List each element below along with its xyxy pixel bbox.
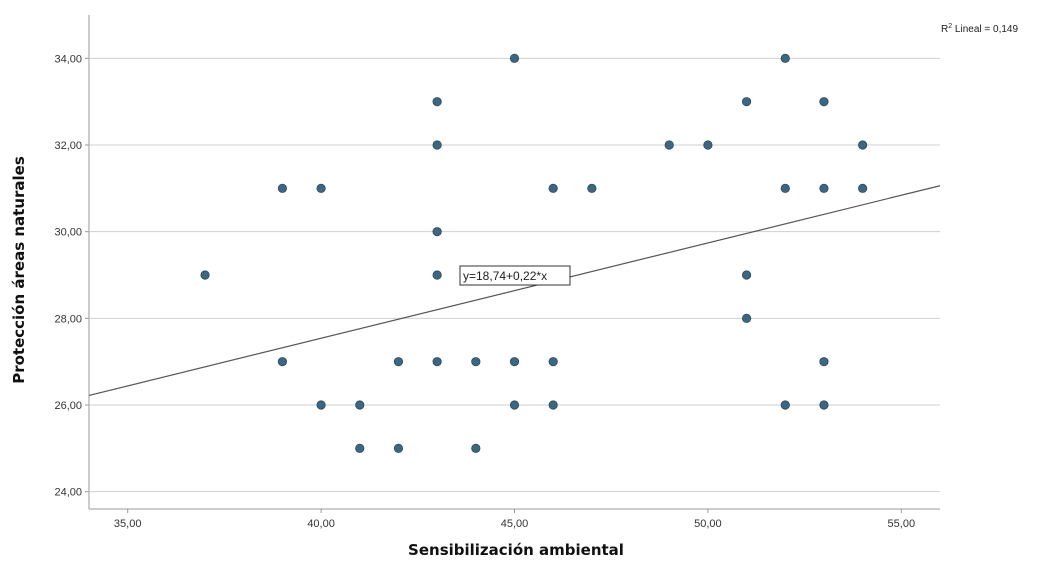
data-point (509, 400, 520, 410)
data-point (355, 443, 365, 453)
data-points (200, 53, 868, 453)
data-point (858, 183, 868, 193)
data-point (393, 443, 404, 453)
y-tick-label: 24,00 (54, 487, 82, 499)
data-point (509, 357, 520, 367)
plot-frame-group (88, 15, 940, 510)
data-point (780, 183, 790, 193)
x-tick-label: 35,00 (114, 518, 142, 530)
data-point (548, 357, 558, 367)
data-point (819, 357, 829, 367)
r2-label-prefix: R (941, 24, 948, 35)
data-point (316, 400, 326, 410)
x-tick-labels: 35,00 40,00 45,00 50,00 55,00 (114, 518, 915, 530)
y-tick-label: 32,00 (54, 140, 82, 152)
data-point (277, 183, 288, 193)
y-tick-labels: 24,00 26,00 28,00 30,00 32,00 34,00 (54, 53, 82, 498)
fit-line-group (88, 185, 941, 397)
data-point (548, 183, 558, 193)
x-tick-label: 40,00 (307, 518, 335, 530)
data-point (587, 183, 597, 193)
data-point (471, 357, 481, 367)
x-axis-title: Sensibilización ambiental (408, 541, 624, 559)
data-point (664, 140, 674, 150)
data-point (703, 140, 713, 150)
x-tick-label: 50,00 (694, 518, 722, 530)
data-point (432, 227, 442, 237)
y-tick-label: 34,00 (54, 53, 82, 65)
equation-label: y=18,74+0,22*x (463, 269, 547, 283)
r2-label-superscript: 2 (948, 23, 952, 30)
data-point (432, 97, 442, 107)
data-point (819, 400, 829, 410)
data-point (548, 400, 558, 410)
equation-annotation: y=18,74+0,22*x (459, 265, 571, 286)
data-point (316, 183, 326, 193)
data-point (471, 443, 481, 453)
data-point (432, 270, 442, 280)
r2-label-suffix: Lineal = 0,149 (952, 24, 1018, 35)
data-point (509, 53, 520, 63)
regression-line (88, 185, 941, 397)
equation-box (459, 265, 571, 286)
data-point (741, 313, 752, 323)
data-point (432, 140, 442, 150)
x-tick-label: 55,00 (888, 518, 916, 530)
y-tick-label: 26,00 (54, 400, 82, 412)
data-point (780, 53, 790, 63)
x-tick-label: 45,00 (501, 518, 529, 530)
data-point (432, 357, 442, 367)
r2-label: R2 Lineal = 0,149 (941, 23, 1018, 35)
y-tick-label: 30,00 (54, 227, 82, 239)
data-point (819, 183, 829, 193)
data-point (355, 400, 365, 410)
data-point (393, 357, 404, 367)
y-tick-label: 28,00 (54, 313, 82, 325)
data-point (741, 97, 752, 107)
data-point (200, 270, 210, 280)
gridlines (85, 57, 940, 513)
data-point (277, 357, 288, 367)
data-point (819, 97, 829, 107)
data-point (741, 270, 752, 280)
data-point (780, 400, 790, 410)
data-point (858, 140, 868, 150)
y-axis-title: Protección áreas naturales (10, 156, 28, 384)
